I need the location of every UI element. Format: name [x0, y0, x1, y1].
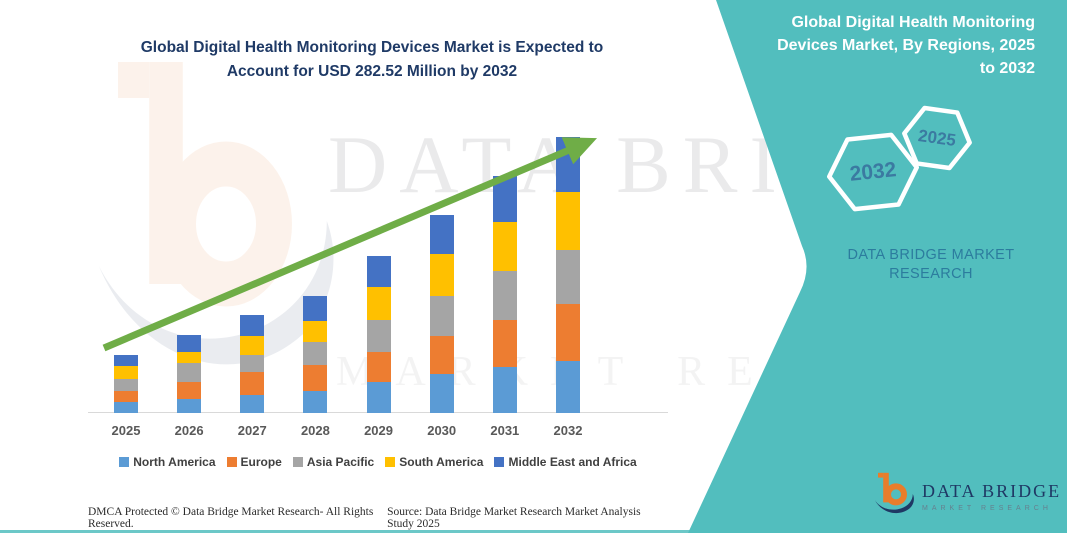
- hexagon-2025: [902, 105, 972, 171]
- bar-segment-south-america: [429, 254, 454, 297]
- stacked-bar-2030: [429, 215, 454, 413]
- bar-segment-north-america: [555, 360, 580, 413]
- bar-segment-north-america: [114, 402, 138, 413]
- hexagon-2032: [826, 132, 920, 212]
- legend-swatch-icon: [292, 457, 303, 467]
- x-axis-label-2028: 2028: [300, 423, 330, 438]
- legend-label: North America: [133, 455, 216, 469]
- x-axis-label-2026: 2026: [174, 423, 204, 438]
- stacked-bar-2029: [366, 256, 391, 413]
- x-axis-label-2032: 2032: [553, 423, 583, 438]
- x-axis-label-2030: 2030: [427, 423, 457, 438]
- bar-segment-asia-pacific: [177, 363, 202, 383]
- footer-source-text: Source: Data Bridge Market Research Mark…: [387, 506, 641, 530]
- bar-segment-south-america: [177, 352, 202, 364]
- x-axis-label-2029: 2029: [364, 423, 393, 438]
- bar-segment-europe: [555, 303, 580, 361]
- bar-segment-middle-east-and-africa: [114, 354, 138, 367]
- brand-logo: DATA BRIDGE MARKET RESEARCH: [874, 472, 1061, 520]
- legend-item-middle-east-and-africa: Middle East and Africa: [494, 455, 637, 469]
- stacked-bar-2032: [555, 137, 580, 413]
- bar-segment-europe: [429, 335, 454, 374]
- x-axis-label-2031: 2031: [490, 423, 520, 438]
- bar-segment-asia-pacific: [492, 271, 517, 320]
- bar-segment-middle-east-and-africa: [366, 256, 391, 288]
- bar-segment-europe: [303, 364, 328, 391]
- bar-segment-europe: [114, 390, 138, 403]
- stacked-bar-2028: [303, 295, 328, 413]
- legend-swatch-icon: [385, 457, 396, 467]
- stacked-bar-2025: [114, 354, 138, 413]
- legend-label: Middle East and Africa: [508, 455, 637, 469]
- legend-item-north-america: North America: [119, 455, 216, 469]
- bar-segment-middle-east-and-africa: [492, 176, 517, 223]
- legend-swatch-icon: [494, 457, 505, 467]
- footer: DMCA Protected © Data Bridge Market Rese…: [88, 506, 664, 530]
- x-axis-label-2027: 2027: [237, 423, 267, 438]
- x-axis-label-2025: 2025: [111, 423, 141, 438]
- bar-segment-europe: [240, 372, 265, 395]
- bar-segment-south-america: [303, 320, 328, 343]
- legend-swatch-icon: [119, 457, 130, 467]
- bar-segment-europe: [366, 352, 391, 383]
- stacked-bar-2026: [177, 335, 202, 413]
- bar-segment-middle-east-and-africa: [177, 335, 202, 353]
- bar-segment-north-america: [492, 367, 517, 413]
- bar-segment-north-america: [177, 399, 202, 413]
- bar-segment-middle-east-and-africa: [429, 215, 454, 255]
- legend-item-south-america: South America: [385, 455, 483, 469]
- legend-item-asia-pacific: Asia Pacific: [292, 455, 375, 469]
- bar-segment-south-america: [114, 366, 138, 379]
- bar-segment-asia-pacific: [114, 378, 138, 391]
- bar-segment-north-america: [303, 390, 328, 413]
- legend-item-europe: Europe: [226, 455, 282, 469]
- brand-logo-name: DATA BRIDGE: [922, 480, 1062, 501]
- bar-segment-south-america: [240, 335, 265, 356]
- brand-caption: DATA BRIDGE MARKET RESEARCH: [847, 247, 1015, 282]
- legend-swatch-icon: [226, 457, 237, 467]
- stacked-bar-2031: [492, 176, 517, 413]
- bar-segment-north-america: [429, 374, 454, 413]
- legend: North America Europe Asia Pacific South Ame…: [88, 455, 668, 469]
- bar-segment-south-america: [492, 222, 517, 272]
- bar-segment-north-america: [240, 395, 265, 413]
- bar-segment-europe: [492, 319, 517, 368]
- bar-segment-asia-pacific: [240, 355, 265, 373]
- bottom-teal-strip: [0, 530, 1067, 533]
- legend-label: Asia Pacific: [306, 455, 375, 469]
- bar-segment-europe: [177, 382, 202, 399]
- bar-segment-south-america: [555, 192, 580, 250]
- footer-dmca-text: DMCA Protected © Data Bridge Market Rese…: [88, 506, 374, 530]
- legend-label: South America: [399, 455, 484, 469]
- bar-segment-asia-pacific: [366, 319, 391, 353]
- hexagon-badges: 2032 2025: [826, 105, 972, 212]
- brand-logo-subtitle: MARKET RESEARCH: [922, 504, 1052, 512]
- bar-segment-middle-east-and-africa: [240, 315, 265, 336]
- stacked-bar-2027: [240, 315, 265, 413]
- bar-segment-middle-east-and-africa: [303, 295, 328, 321]
- bar-segment-asia-pacific: [303, 342, 328, 365]
- bar-segment-north-america: [366, 382, 391, 413]
- bar-segment-south-america: [366, 287, 391, 320]
- bar-segment-asia-pacific: [555, 249, 580, 304]
- legend-label: Europe: [240, 455, 282, 469]
- bar-segment-middle-east-and-africa: [555, 137, 580, 193]
- hexagon-2032-label: 2032: [849, 158, 898, 186]
- chart-title: Global Digital Health Monitoring Devices…: [140, 39, 604, 80]
- side-panel-title: Global Digital Health Monitoring Devices…: [777, 14, 1035, 77]
- bar-segment-asia-pacific: [429, 296, 454, 336]
